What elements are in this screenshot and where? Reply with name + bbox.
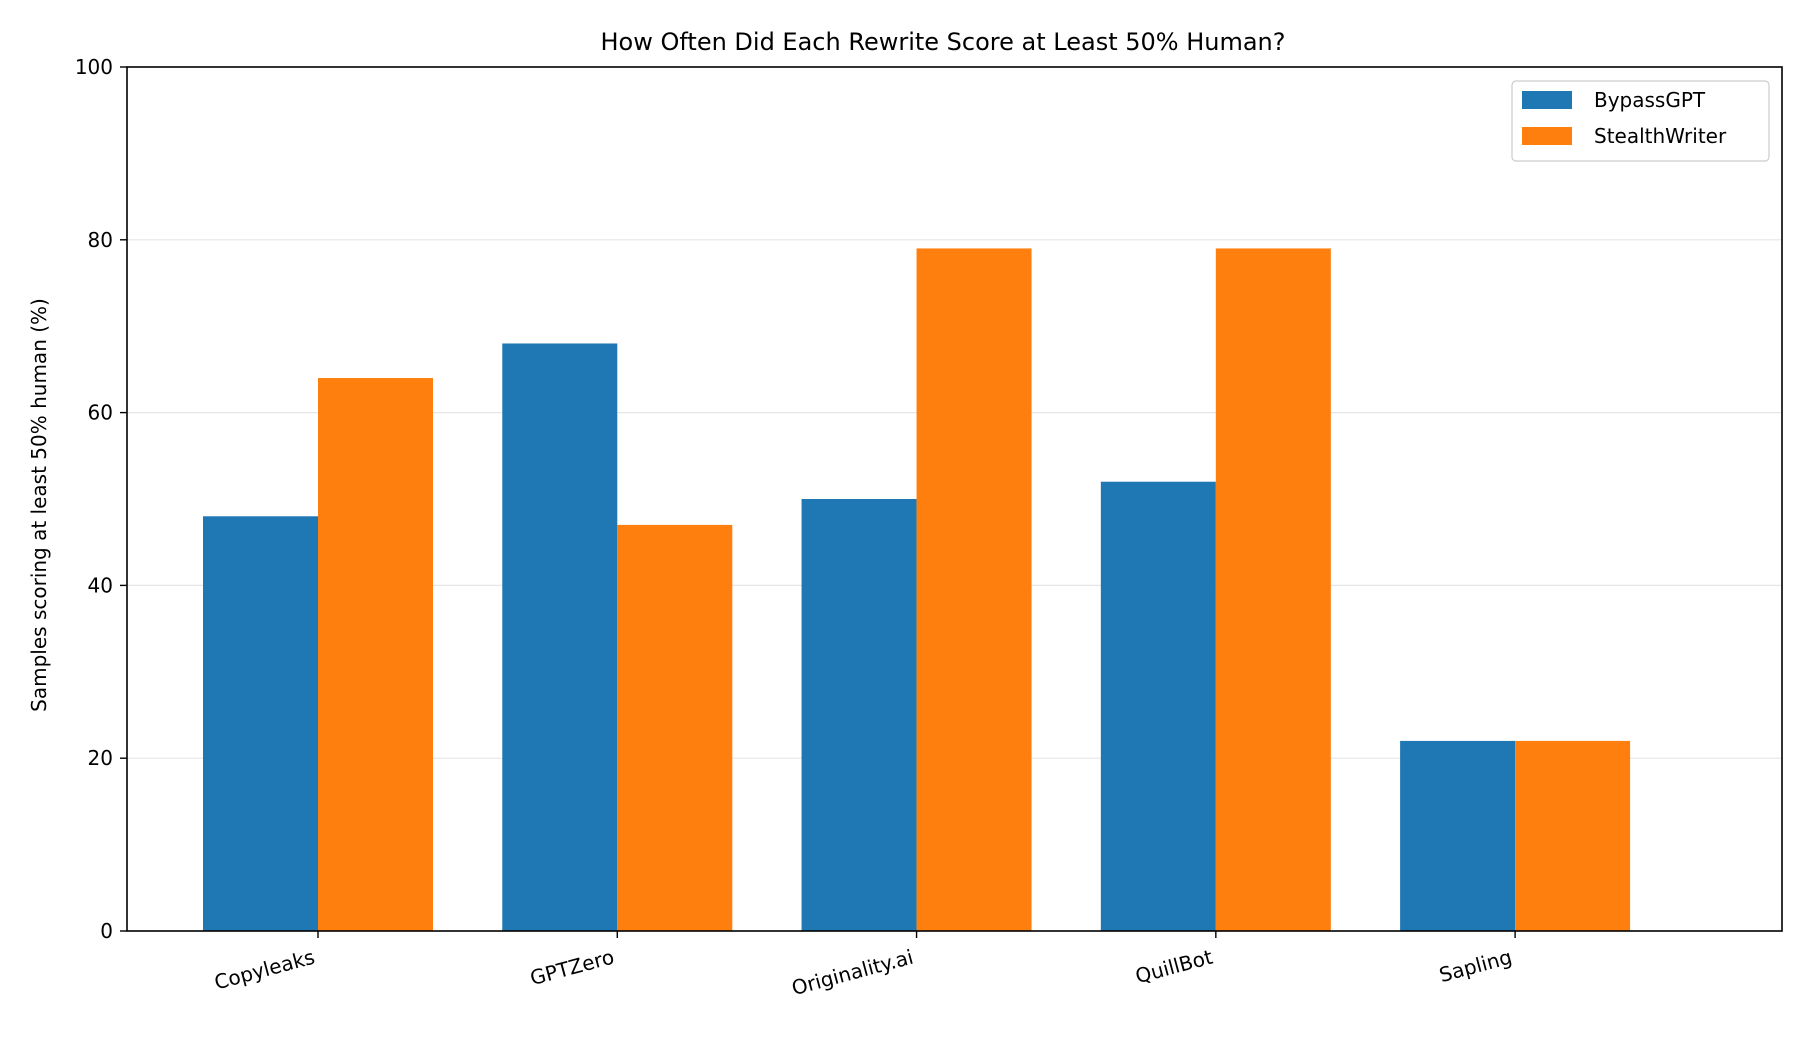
legend: BypassGPT StealthWriter: [1511, 80, 1770, 162]
bar-stealthwriter-sapling: [1515, 740, 1631, 931]
legend-label-stealthwriter: StealthWriter: [1594, 124, 1727, 148]
legend-swatch-bypassgpt: [1522, 91, 1572, 109]
legend-swatch-stealthwriter: [1522, 127, 1572, 145]
plot-frame: [126, 66, 1783, 932]
chart-title: How Often Did Each Rewrite Score at Leas…: [601, 28, 1286, 56]
bar-bypassgpt-originality-ai: [801, 499, 917, 931]
y-tick-label: 100: [75, 55, 113, 79]
legend-label-bypassgpt: BypassGPT: [1594, 88, 1706, 112]
legend-box: [1511, 80, 1770, 162]
y-tick-label: 0: [100, 919, 113, 943]
bar-stealthwriter-originality-ai: [916, 248, 1032, 931]
y-tick-label: 60: [88, 401, 113, 425]
y-tick-label: 40: [88, 573, 113, 597]
bar-bypassgpt-sapling: [1400, 740, 1516, 931]
y-tick-label: 20: [88, 746, 113, 770]
bars: [203, 248, 1631, 932]
bar-stealthwriter-gptzero: [617, 524, 733, 931]
bar-bypassgpt-copyleaks: [203, 516, 318, 931]
bar-stealthwriter-quillbot: [1215, 248, 1331, 931]
bar-bypassgpt-gptzero: [502, 343, 618, 932]
bar-stealthwriter-copyleaks: [318, 378, 433, 931]
y-tick-label: 80: [88, 228, 113, 252]
y-axis-label: Samples scoring at least 50% human (%): [27, 298, 51, 712]
bar-bypassgpt-quillbot: [1100, 481, 1216, 931]
